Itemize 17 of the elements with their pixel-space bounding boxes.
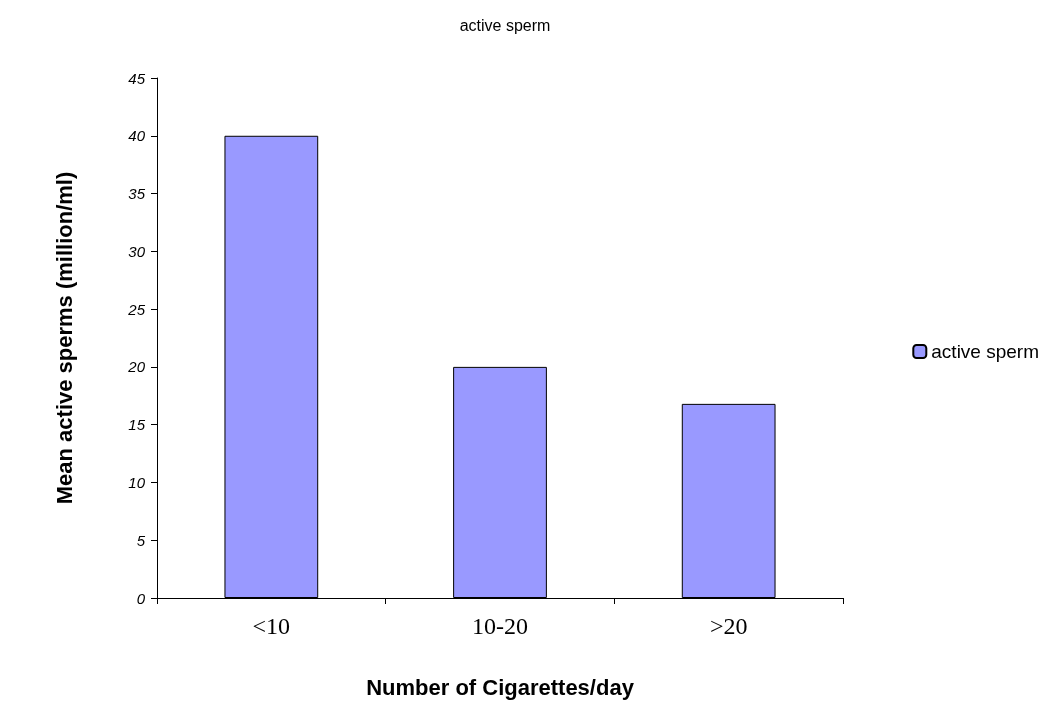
legend-label: active sperm [931,341,1039,362]
chart-title: active sperm [459,16,551,34]
y-tick-label: 45 [128,69,146,87]
y-tick-label: 25 [127,300,146,318]
y-tick-label: 0 [136,589,146,607]
y-tick-label: 30 [128,242,146,260]
y-tick-label: 5 [136,531,146,549]
x-axis-title: Number of Cigarettes/day [366,674,635,700]
y-tick-label: 40 [128,127,146,145]
y-tick-label: 15 [128,416,146,434]
x-tick-label: <10 [252,613,291,639]
x-tick-label: 10-20 [472,613,528,639]
y-tick-label: 20 [127,358,146,376]
y-tick-label: 35 [128,185,146,203]
y-axis-title: Mean active sperms (million/ml) [51,171,77,505]
y-tick-label: 10 [128,473,146,491]
x-tick-label: >20 [709,613,748,639]
